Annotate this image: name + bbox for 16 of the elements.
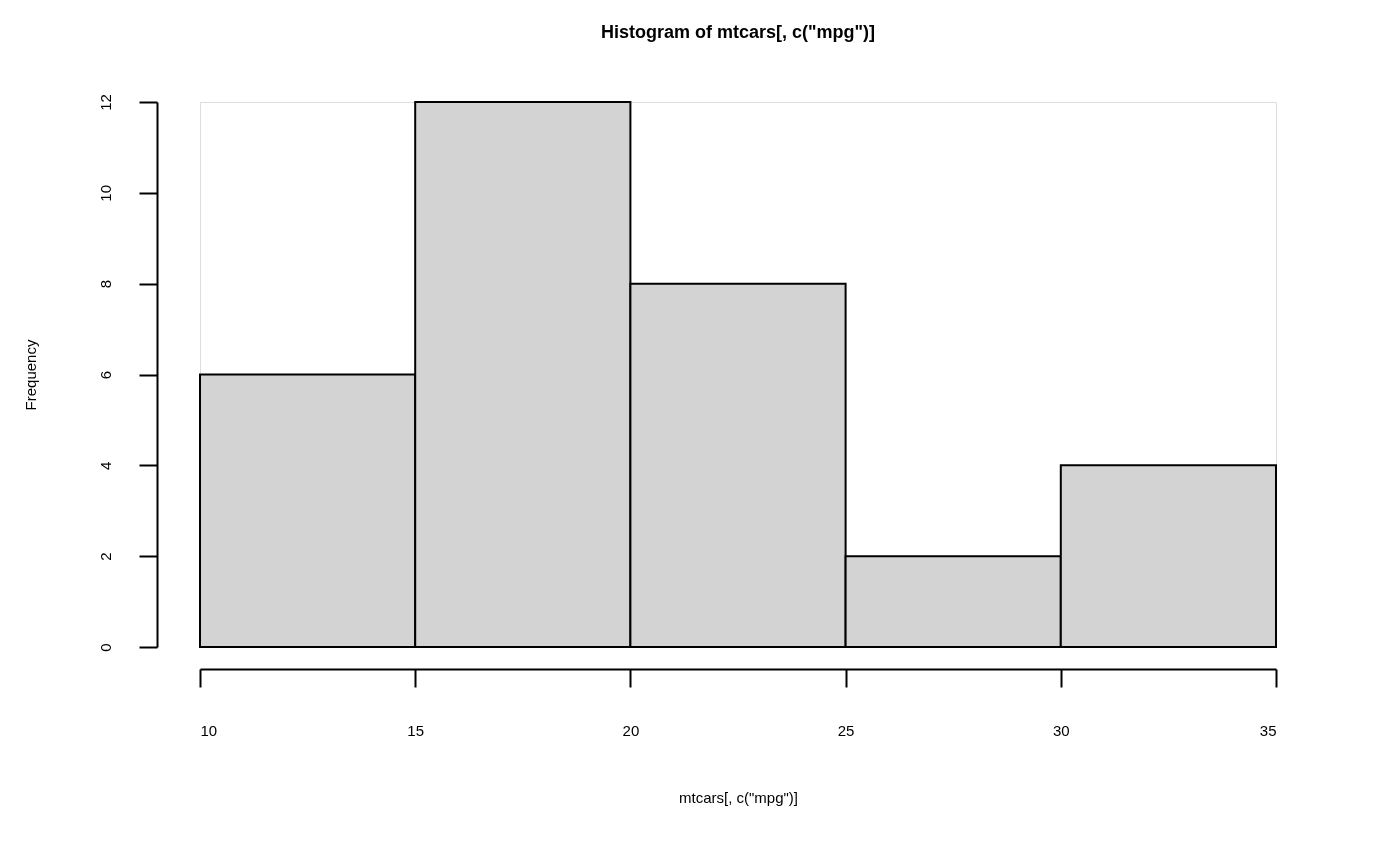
y-tick-label: 6 [96,370,114,380]
x-tick-label: 35 [1259,721,1277,739]
y-tick-label: 0 [96,643,114,652]
x-tick-label: 15 [407,721,425,739]
x-axis-title: mtcars[, c("mpg")] [679,788,798,806]
x-tick-label: 25 [837,721,855,739]
y-axis-title: Frequency [21,339,39,411]
y-tick-label: 4 [96,461,114,471]
x-tick-label: 30 [1052,721,1070,739]
y-tick-label: 12 [96,94,114,111]
y-tick-label: 8 [96,279,114,289]
y-tick-label: 10 [96,184,114,202]
chart-title: Histogram of mtcars[, c("mpg")] [600,21,876,42]
x-tick-label: 10 [200,721,218,739]
x-tick-label: 20 [622,721,640,739]
y-tick-label: 2 [96,552,114,561]
